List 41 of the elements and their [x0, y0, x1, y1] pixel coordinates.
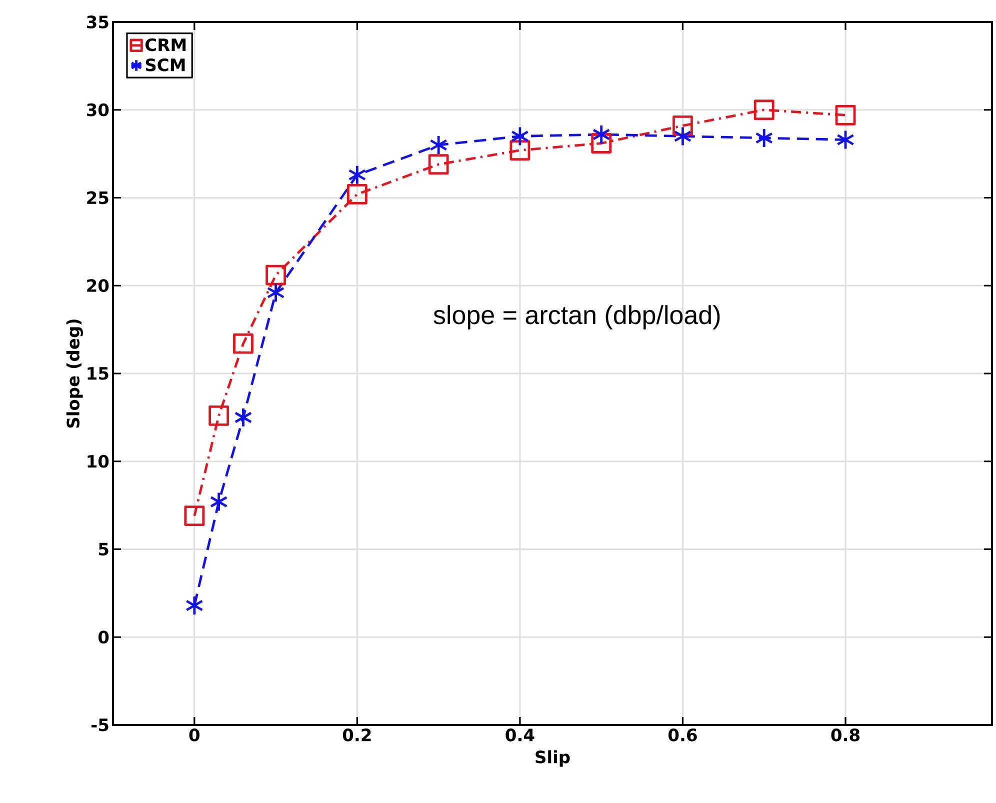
- annotation: slope = arctan (dbp/load): [434, 305, 720, 330]
- point: [672, 115, 693, 136]
- point: [266, 282, 285, 303]
- legend-label: SCM: [146, 58, 185, 72]
- point: [185, 595, 204, 616]
- y-tick-label: 15: [88, 367, 108, 380]
- point: [184, 506, 205, 526]
- legend-label: CRM: [145, 38, 186, 52]
- x-tick-label: 0.8: [831, 728, 860, 742]
- point: [428, 154, 449, 175]
- point: [755, 128, 774, 148]
- point: [208, 405, 230, 426]
- point: [210, 492, 228, 512]
- x-tick-label: 0: [189, 728, 200, 742]
- x-axis-title: Slip: [536, 750, 570, 767]
- y-tick-label: -5: [92, 718, 108, 732]
- point: [234, 407, 252, 428]
- y-tick-label: 5: [98, 542, 108, 556]
- point: [754, 100, 774, 120]
- point: [510, 140, 530, 160]
- y-tick-label: 25: [87, 191, 108, 204]
- y-tick-label: 10: [88, 454, 109, 468]
- point: [836, 130, 854, 150]
- point: [346, 184, 368, 204]
- y-tick-label: 0: [98, 630, 109, 644]
- point: [510, 126, 529, 146]
- point: [591, 133, 612, 154]
- y-tick-label: 30: [86, 103, 109, 116]
- point: [430, 134, 448, 156]
- point: [592, 124, 610, 145]
- point: [835, 104, 856, 126]
- y-tick-label: 20: [87, 279, 109, 292]
- x-tick-label: 0.6: [668, 728, 697, 742]
- point: [348, 164, 366, 186]
- point: [266, 264, 286, 286]
- y-tick-label: 35: [86, 16, 108, 28]
- point: [233, 333, 254, 354]
- y-axis-title: Slope (deg): [66, 320, 83, 428]
- point: [674, 126, 692, 146]
- x-tick-label: 0.4: [506, 728, 534, 742]
- x-tick-label: 0.2: [342, 728, 371, 742]
